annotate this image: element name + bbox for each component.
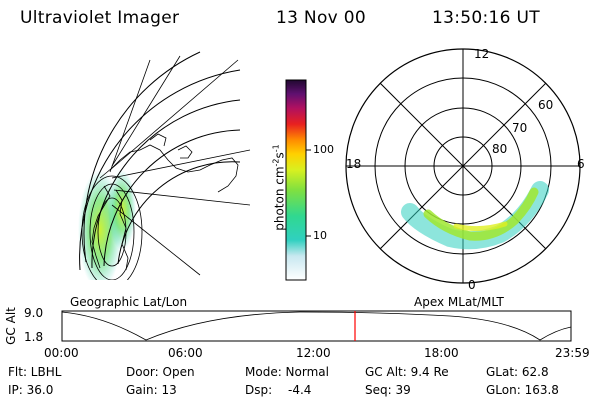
polar-plot — [345, 48, 581, 284]
status-dsp-label: Dsp: — [245, 383, 273, 397]
timeline-xtick-1800: 18:00 — [424, 346, 459, 360]
unit-sup1: -2 — [271, 158, 281, 167]
timeline-ytick-bottom: 1.8 — [24, 330, 44, 344]
lat-label-60: 60 — [538, 98, 554, 112]
timeline-xtick-2359: 23:59 — [555, 346, 590, 360]
status-seq: Seq: 39 — [365, 383, 411, 397]
colorbar-tick-100: 100 — [313, 143, 334, 156]
timeline-ylabel: GC Alt — [4, 307, 18, 345]
status-gain: Gain: 13 — [126, 383, 177, 397]
status-ip: IP: 36.0 — [8, 383, 54, 397]
geographic-map — [78, 51, 251, 280]
orbit-timeline — [61, 310, 572, 342]
unit-mid: s — [272, 152, 287, 159]
time-label: 13:50:16 UT — [432, 8, 540, 28]
lat-label-80: 80 — [492, 142, 508, 156]
timeline-ytick-top: 9.0 — [24, 306, 44, 320]
colorbar — [285, 79, 307, 281]
status-glat: GLat: 62.8 — [486, 365, 549, 379]
geo-caption: Geographic Lat/Lon — [70, 295, 188, 309]
polar-caption: Apex MLat/MLT — [414, 295, 504, 309]
aurora-oval-inner — [423, 187, 539, 241]
status-filter: Flt: LBHL — [8, 365, 62, 379]
lat-label-70: 70 — [512, 121, 528, 135]
status-glon: GLon: 163.8 — [486, 383, 559, 397]
unit-base: photon cm — [272, 166, 287, 231]
instrument-title: Ultraviolet Imager — [20, 8, 180, 28]
mlt-label-6: 6 — [577, 157, 585, 171]
unit-sup2: -1 — [271, 144, 281, 153]
status-door: Door: Open — [126, 365, 195, 379]
colorbar-tick-10: 10 — [313, 229, 327, 242]
status-gc-alt: GC Alt: 9.4 Re — [365, 365, 449, 379]
mlt-label-12: 12 — [474, 47, 490, 61]
timeline-xtick-0000: 00:00 — [44, 346, 79, 360]
status-dsp-value: -4.4 — [288, 383, 312, 397]
timeline-xtick-0600: 06:00 — [168, 346, 203, 360]
colorbar-unit-label: photon cm-2s-1 — [272, 118, 287, 258]
mlt-label-18: 18 — [346, 157, 362, 171]
timeline-xtick-1200: 12:00 — [296, 346, 331, 360]
mlt-label-0: 0 — [468, 278, 476, 292]
status-mode: Mode: Normal — [245, 365, 329, 379]
date-label: 13 Nov 00 — [276, 8, 366, 28]
